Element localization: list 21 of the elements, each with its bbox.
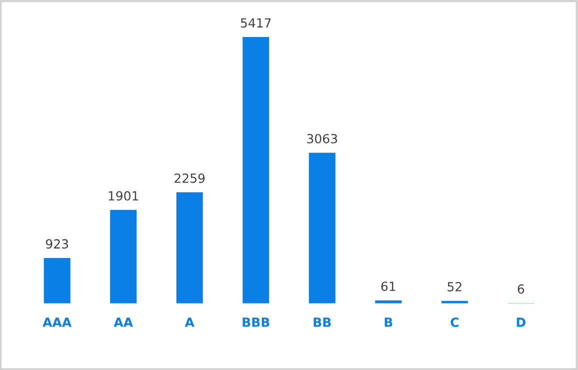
data-label: 5417 — [240, 18, 271, 28]
data-label: 3063 — [307, 134, 338, 144]
bar — [110, 210, 137, 304]
x-tick-label: A — [184, 318, 194, 327]
bar — [44, 258, 70, 304]
data-label: 923 — [46, 239, 68, 249]
bar — [308, 152, 336, 304]
data-label: 52 — [448, 282, 462, 292]
x-tick-label: B — [384, 318, 392, 327]
data-label: 6 — [518, 284, 524, 294]
x-tick-label: AAA — [42, 318, 72, 327]
x-tick-label: D — [516, 318, 526, 327]
x-tick-label: AA — [114, 318, 133, 327]
x-tick-label: BBB — [242, 318, 270, 327]
bar — [242, 37, 270, 304]
x-tick-label: C — [450, 318, 458, 327]
data-label: 61 — [381, 282, 396, 292]
data-label: 2259 — [174, 173, 205, 183]
bar — [176, 192, 203, 304]
x-tick-label: BB — [314, 318, 331, 327]
data-label: 1901 — [108, 191, 138, 201]
